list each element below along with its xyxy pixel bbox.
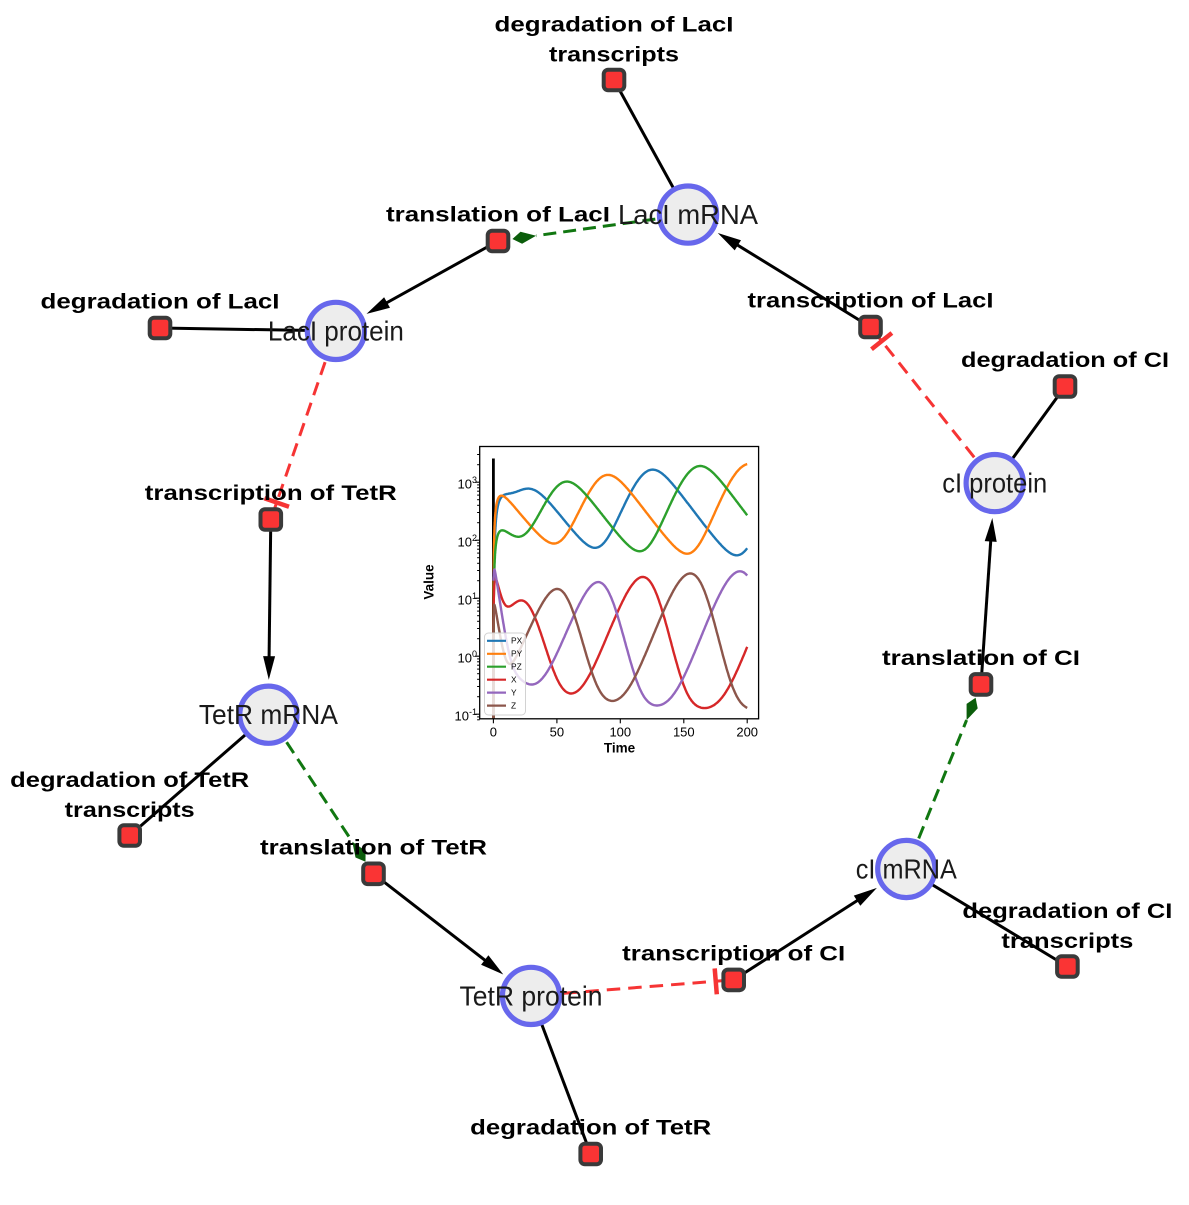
svg-text:cI protein: cI protein (942, 468, 1047, 499)
svg-text:150: 150 (673, 725, 695, 740)
svg-text:TetR protein: TetR protein (460, 980, 603, 1011)
svg-text:Value: Value (422, 564, 437, 600)
svg-text:translation of LacI: translation of LacI (386, 204, 610, 227)
svg-text:degradation of TetR: degradation of TetR (10, 769, 249, 792)
svg-text:transcripts: transcripts (1001, 930, 1133, 953)
svg-text:degradation of CI: degradation of CI (962, 900, 1172, 923)
svg-text:50: 50 (550, 725, 564, 740)
svg-text:transcription of CI: transcription of CI (622, 942, 845, 965)
svg-text:degradation of CI: degradation of CI (961, 349, 1169, 372)
svg-text:translation of TetR: translation of TetR (260, 836, 487, 859)
svg-text:200: 200 (736, 725, 758, 740)
svg-text:Time: Time (604, 741, 636, 756)
svg-text:transcription of LacI: transcription of LacI (748, 290, 994, 313)
svg-text:cI mRNA: cI mRNA (856, 854, 958, 885)
svg-text:PZ: PZ (511, 662, 522, 672)
svg-text:0: 0 (490, 725, 497, 740)
svg-text:degradation of LacI: degradation of LacI (41, 291, 280, 314)
svg-text:transcription of TetR: transcription of TetR (145, 482, 397, 505)
svg-text:transcripts: transcripts (65, 799, 195, 822)
svg-text:PY: PY (511, 649, 523, 659)
svg-text:LacI protein: LacI protein (268, 315, 404, 346)
svg-text:LacI mRNA: LacI mRNA (618, 199, 759, 230)
svg-text:PX: PX (511, 636, 523, 646)
svg-text:transcripts: transcripts (549, 44, 679, 67)
svg-text:100: 100 (609, 725, 631, 740)
svg-text:Z: Z (511, 700, 516, 710)
svg-text:translation of CI: translation of CI (882, 647, 1080, 670)
svg-text:X: X (511, 675, 517, 685)
svg-text:degradation of TetR: degradation of TetR (470, 1117, 711, 1140)
svg-text:TetR mRNA: TetR mRNA (199, 699, 339, 730)
svg-text:Y: Y (511, 687, 517, 697)
svg-text:degradation of LacI: degradation of LacI (495, 14, 734, 37)
